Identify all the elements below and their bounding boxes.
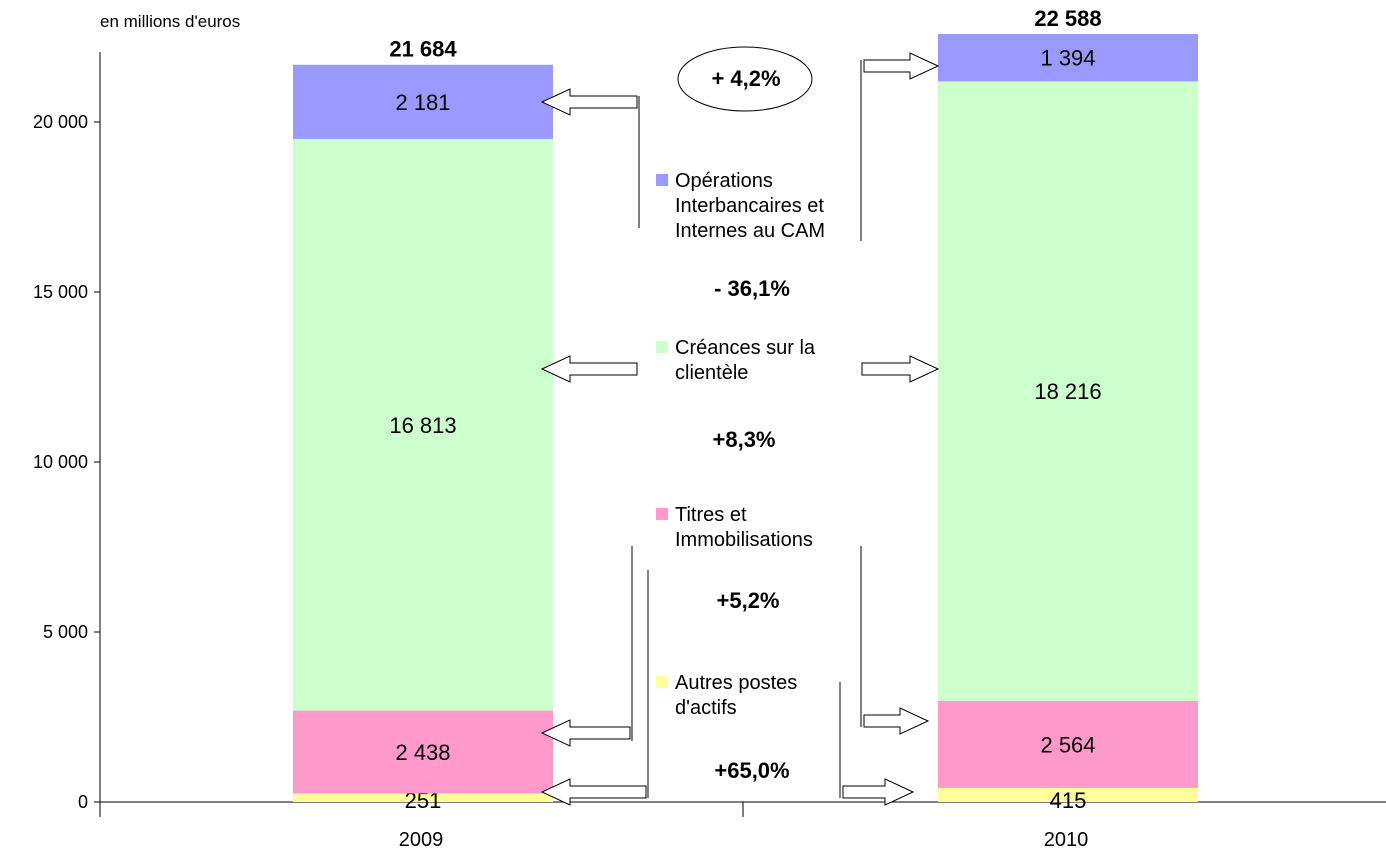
segment-value-label: 16 813 [389,413,456,438]
segment-value-label: 415 [1050,788,1087,813]
legend-label: clientèle [675,362,748,384]
legend-label: Titres et [675,504,747,526]
legend-swatch [656,508,668,520]
legend-label: Créances sur la [675,337,816,359]
bar-segment [293,138,553,711]
y-tick-label: 5 000 [43,622,88,642]
change-label-total: + 4,2% [711,66,780,91]
change-labels: + 4,2% - 36,1% +8,3% +5,2% +65,0% [677,46,813,783]
total-change-ellipse [677,46,813,112]
arrows [540,52,940,806]
x-category-label: 2009 [399,829,444,851]
bar-segment [293,793,553,802]
unit-label: en millions d'euros [100,12,240,31]
change-label-clientele: +8,3% [713,427,776,452]
total-value-label: 22 588 [1034,6,1101,31]
bar-segment [938,33,1198,82]
legend-swatch [656,341,668,353]
bar-segment [938,81,1198,701]
legend-label: Internes au CAM [675,220,825,242]
legend-label: d'actifs [675,697,737,719]
right-arrow [863,707,930,735]
segment-value-label: 2 181 [395,90,450,115]
bar-segment [293,710,553,794]
legend: Opérations Interbancaires et Internes au C… [656,170,825,719]
legend-label: Immobilisations [675,529,813,551]
legend-label: Interbancaires et [675,195,824,217]
left-arrow [540,778,647,806]
segment-value-label: 2 564 [1040,732,1095,757]
axes: 0 5 000 10 000 15 000 20 000 2009 2010 [33,52,1386,851]
right-arrow [842,778,915,806]
total-value-label: 21 684 [389,37,457,62]
change-label-interbancaires: - 36,1% [714,276,790,301]
right-arrow [863,52,940,80]
legend-label: Autres postes [675,672,797,694]
segment-value-label: 2 438 [395,740,450,765]
legend-label: Opérations [675,170,773,192]
legend-swatch [656,676,668,688]
change-label-titres: +5,2% [717,588,780,613]
left-arrow [540,88,638,116]
right-arrow [861,355,940,383]
bar-segment [293,64,553,139]
segment-value-label: 18 216 [1034,379,1101,404]
y-tick-label: 20 000 [33,112,88,132]
y-tick-label: 10 000 [33,452,88,472]
x-category-label: 2010 [1044,829,1089,851]
y-tick-label: 15 000 [33,282,88,302]
left-arrow [540,355,638,383]
left-arrow [540,719,631,747]
bar-segment [938,787,1198,802]
segment-value-label: 1 394 [1040,46,1095,71]
legend-swatch [656,174,668,186]
change-label-autres: +65,0% [714,758,789,783]
y-tick-label: 0 [78,792,88,812]
bar-segment [938,700,1198,788]
